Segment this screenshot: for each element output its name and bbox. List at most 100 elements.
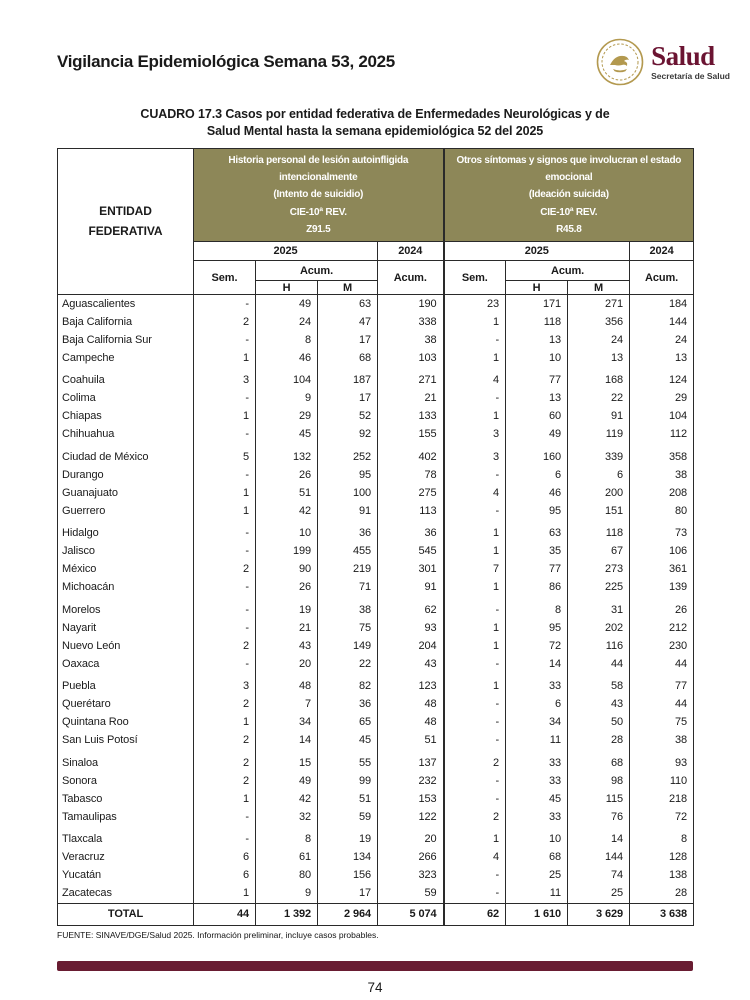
entity-cell: Tlaxcala <box>57 826 194 849</box>
value-cell: 6 <box>505 466 569 485</box>
value-cell: 19 <box>317 826 378 849</box>
year-2024-header: 2024 <box>376 241 445 262</box>
value-cell: 65 <box>317 713 378 732</box>
value-cell: 17 <box>317 389 378 408</box>
entity-cell: Campeche <box>57 349 194 368</box>
value-cell: - <box>443 695 507 714</box>
value-cell: 55 <box>317 749 378 773</box>
value-cell: 2 <box>443 808 507 827</box>
value-cell: 402 <box>377 443 445 467</box>
table-row: Zacatecas 1 9 17 59-11 25 28 <box>57 884 695 904</box>
value-cell: 17 <box>317 884 378 904</box>
value-cell: 86 <box>505 578 569 597</box>
entity-cell: Chihuahua <box>57 425 194 444</box>
value-cell: - <box>193 655 256 674</box>
value-cell: 160 <box>505 443 569 467</box>
acum-2024-header: Acum. <box>376 260 445 296</box>
value-cell: - <box>193 619 256 638</box>
total-value-cell: 3 638 <box>629 902 695 926</box>
value-cell: 42 <box>255 502 318 521</box>
value-cell: 2 <box>193 772 256 791</box>
value-cell: 271 <box>377 367 445 390</box>
value-cell: 31 <box>567 596 631 620</box>
table-row: Sinaloa 2 15 55 137 2 33 68 93 <box>57 749 695 773</box>
entity-cell: Aguascalientes <box>57 294 194 314</box>
entity-cell: Sonora <box>57 772 194 791</box>
value-cell: 44 <box>629 655 695 674</box>
value-cell: 77 <box>505 367 569 390</box>
value-cell: 1 <box>443 826 507 849</box>
value-cell: 90 <box>255 560 318 579</box>
table-row: Puebla 3 48 82 123 1 33 58 77 <box>57 673 695 696</box>
value-cell: 20 <box>377 826 445 849</box>
value-cell: 232 <box>377 772 445 791</box>
value-cell: 199 <box>255 542 318 561</box>
total-row: TOTAL 44 1 392 2 964 5 074 62 1 610 3 629 3 638 <box>57 902 695 926</box>
value-cell: 168 <box>567 367 631 390</box>
value-cell: 95 <box>505 619 569 638</box>
value-cell: 13 <box>505 331 569 350</box>
table-head: ENTIDAD FEDERATIVA Historia personal de … <box>57 147 695 296</box>
value-cell: 59 <box>377 884 445 904</box>
value-cell: 356 <box>567 313 631 332</box>
value-cell: 134 <box>317 848 378 867</box>
h-header: H <box>505 280 569 296</box>
value-cell: 2 <box>193 731 256 750</box>
value-cell: 14 <box>567 826 631 849</box>
footer-divider-bar <box>57 960 693 971</box>
value-cell: 1 <box>443 637 507 656</box>
value-cell: 29 <box>629 389 695 408</box>
value-cell: 33 <box>505 808 569 827</box>
value-cell: 151 <box>567 502 631 521</box>
total-value-cell: 5 074 <box>376 902 445 926</box>
entity-cell: Puebla <box>57 673 194 696</box>
year-2025-header: 2025 <box>443 241 631 262</box>
value-cell: 323 <box>377 866 445 885</box>
value-cell: 43 <box>567 695 631 714</box>
value-cell: 139 <box>629 578 695 597</box>
acum-header: Acum. <box>505 260 631 282</box>
value-cell: 36 <box>317 520 378 543</box>
value-cell: 252 <box>317 443 378 467</box>
value-cell: 1 <box>443 349 507 368</box>
value-cell: 137 <box>377 749 445 773</box>
entity-cell: Nayarit <box>57 619 194 638</box>
group-header-z915: Historia personal de lesión autoinfligid… <box>192 147 445 243</box>
value-cell: 156 <box>317 866 378 885</box>
value-cell: 45 <box>255 425 318 444</box>
value-cell: 19 <box>255 596 318 620</box>
value-cell: - <box>443 731 507 750</box>
value-cell: 6 <box>193 848 256 867</box>
value-cell: 13 <box>629 349 695 368</box>
value-cell: 110 <box>629 772 695 791</box>
value-cell: 49 <box>505 425 569 444</box>
entity-header-line1: ENTIDAD <box>99 203 152 218</box>
value-cell: 275 <box>377 484 445 503</box>
value-cell: 20 <box>255 655 318 674</box>
value-cell: 98 <box>567 772 631 791</box>
value-cell: - <box>193 520 256 543</box>
entity-cell: Chiapas <box>57 407 194 426</box>
table-row: México 2 90 219 301 7 77 273 361 <box>57 560 695 579</box>
value-cell: 184 <box>629 294 695 314</box>
value-cell: 9 <box>255 389 318 408</box>
value-cell: 219 <box>317 560 378 579</box>
value-cell: 75 <box>629 713 695 732</box>
total-value-cell: 1 392 <box>255 902 318 926</box>
value-cell: 60 <box>505 407 569 426</box>
value-cell: 1 <box>443 542 507 561</box>
value-cell: 77 <box>505 560 569 579</box>
value-cell: 93 <box>377 619 445 638</box>
entity-cell: Querétaro <box>57 695 194 714</box>
value-cell: 138 <box>629 866 695 885</box>
table-row: San Luis Potosí 2 14 45 51-11 28 38 <box>57 731 695 750</box>
value-cell: 1 <box>193 407 256 426</box>
value-cell: 200 <box>567 484 631 503</box>
value-cell: 32 <box>255 808 318 827</box>
value-cell: - <box>193 542 256 561</box>
value-cell: 25 <box>505 866 569 885</box>
acum-2024-header: Acum. <box>629 260 695 296</box>
value-cell: 51 <box>255 484 318 503</box>
value-cell: 33 <box>505 673 569 696</box>
value-cell: 187 <box>317 367 378 390</box>
